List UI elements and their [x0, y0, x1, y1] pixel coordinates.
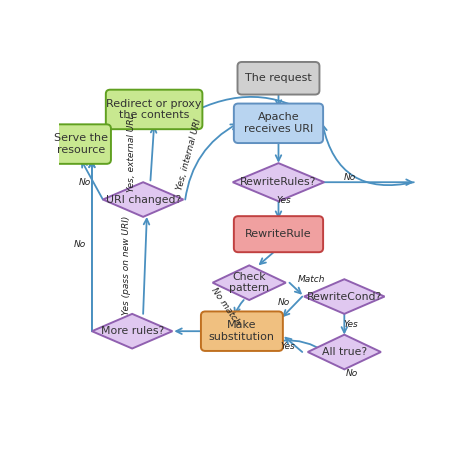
- Text: More rules?: More rules?: [101, 326, 164, 336]
- Text: RewriteCond?: RewriteCond?: [307, 292, 382, 302]
- Text: Yes: Yes: [280, 342, 295, 351]
- Text: No: No: [74, 240, 86, 249]
- Text: RewriteRules?: RewriteRules?: [240, 177, 317, 187]
- Text: No: No: [346, 369, 358, 378]
- Polygon shape: [304, 279, 385, 314]
- FancyBboxPatch shape: [234, 216, 323, 252]
- Text: Serve the
resource: Serve the resource: [54, 133, 108, 155]
- Polygon shape: [92, 314, 172, 348]
- Text: No: No: [344, 172, 356, 181]
- Text: Yes, internal URI: Yes, internal URI: [175, 118, 203, 191]
- FancyBboxPatch shape: [51, 124, 111, 164]
- Text: Yes (pass on new URI): Yes (pass on new URI): [122, 216, 131, 315]
- Text: Match: Match: [298, 275, 325, 284]
- Text: No match: No match: [209, 286, 242, 327]
- Text: Make
substitution: Make substitution: [209, 320, 275, 342]
- FancyBboxPatch shape: [201, 311, 283, 351]
- Text: No: No: [78, 178, 91, 187]
- Text: The request: The request: [245, 73, 312, 83]
- Polygon shape: [103, 182, 183, 217]
- Text: Apache
receives URI: Apache receives URI: [244, 112, 313, 134]
- Text: All true?: All true?: [322, 347, 367, 357]
- Text: No: No: [278, 298, 290, 307]
- Text: Redirect or proxy
the contents: Redirect or proxy the contents: [106, 99, 202, 120]
- FancyBboxPatch shape: [234, 104, 323, 143]
- Polygon shape: [213, 266, 286, 300]
- Text: Yes: Yes: [277, 196, 291, 205]
- FancyBboxPatch shape: [237, 62, 320, 94]
- Text: Yes, external URL: Yes, external URL: [127, 113, 136, 192]
- Text: RewriteRule: RewriteRule: [245, 229, 312, 239]
- Polygon shape: [233, 163, 324, 201]
- Text: Check
pattern: Check pattern: [229, 272, 269, 293]
- Polygon shape: [308, 335, 381, 369]
- Text: URI changed?: URI changed?: [106, 194, 181, 205]
- Text: Yes: Yes: [343, 320, 358, 329]
- FancyBboxPatch shape: [106, 90, 202, 129]
